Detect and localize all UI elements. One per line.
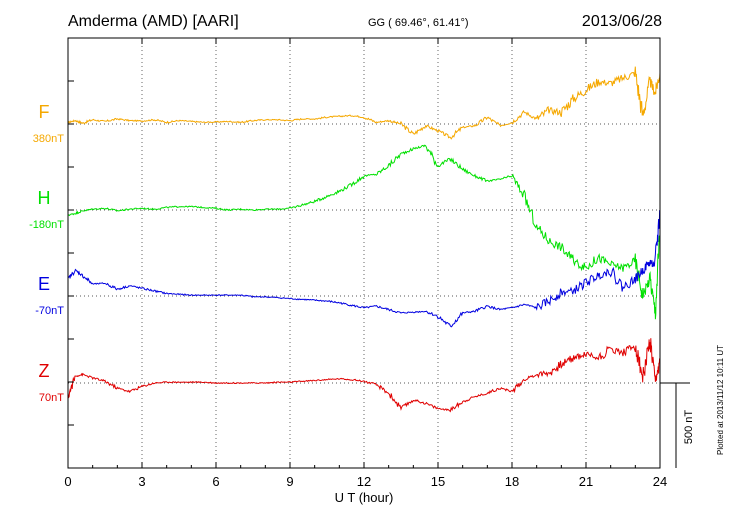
x-tick-label: 21 <box>579 474 593 489</box>
x-tick-label: 9 <box>286 474 293 489</box>
series-baseline-z: 70nT <box>39 392 64 404</box>
x-tick-label: 24 <box>653 474 667 489</box>
x-tick-label: 3 <box>138 474 145 489</box>
series-name-f: F <box>39 102 50 122</box>
x-tick-label: 15 <box>431 474 445 489</box>
chart-date: 2013/06/28 <box>582 13 662 30</box>
series-baseline-e: -70nT <box>35 305 64 317</box>
x-axis-ticks: 0 3 6 9 12 15 18 21 24 <box>64 38 667 489</box>
series-name-h: H <box>38 188 51 208</box>
x-tick-label: 12 <box>357 474 371 489</box>
series-name-z: Z <box>39 361 50 381</box>
plotted-timestamp: Plotted at 2013/11/12 10:11 UT <box>716 345 725 455</box>
series-line-z <box>67 338 661 413</box>
x-tick-label: 6 <box>212 474 219 489</box>
grid-lines <box>68 38 660 468</box>
series-baseline-f: 380nT <box>33 133 64 145</box>
x-axis-label: U T (hour) <box>335 490 394 505</box>
series-labels: F 380nT H -180nT E -70nT Z 70nT <box>29 102 64 404</box>
series-line-f <box>67 66 661 140</box>
traces <box>67 66 661 413</box>
x-tick-label: 0 <box>64 474 71 489</box>
series-line-e <box>67 209 661 328</box>
scale-bar: 500 nT <box>660 382 695 468</box>
series-baseline-h: -180nT <box>29 219 64 231</box>
scale-bar-label: 500 nT <box>683 410 695 445</box>
station-title: Amderma (AMD) [AARI] <box>68 13 239 30</box>
station-coordinates: GG ( 69.46°, 61.41°) <box>368 17 469 29</box>
x-tick-label: 18 <box>505 474 519 489</box>
series-name-e: E <box>38 274 50 294</box>
series-line-h <box>67 144 661 320</box>
